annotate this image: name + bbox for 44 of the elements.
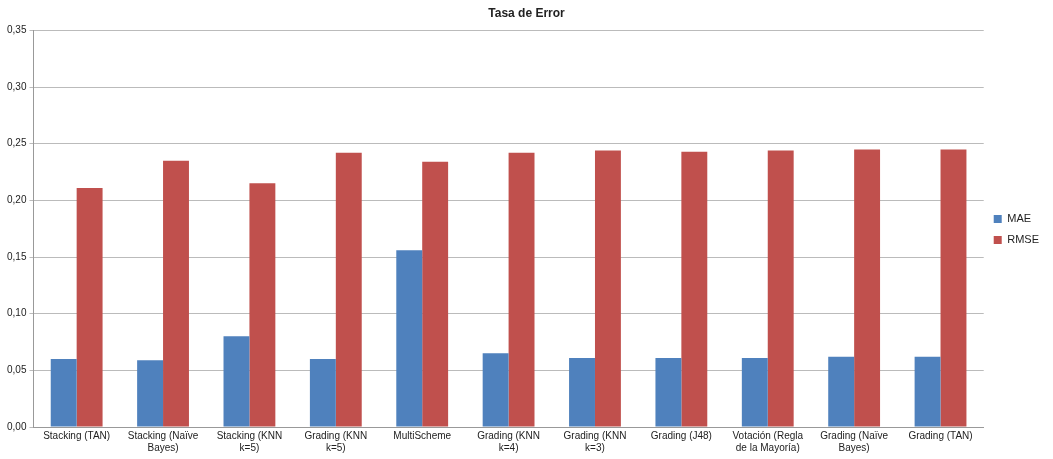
bar <box>655 357 682 427</box>
bar <box>335 152 362 427</box>
x-tick-label: Grading (KNN k=4) <box>477 429 540 453</box>
bar <box>914 356 941 427</box>
bar <box>249 183 276 427</box>
y-tick-label: 0,25 <box>6 137 27 149</box>
x-tick-label: Grading (KNN k=3) <box>563 429 627 453</box>
x-tick-label: Grading (TAN) <box>908 429 973 441</box>
bar <box>940 149 967 427</box>
chart-title: Tasa de Error <box>488 5 566 20</box>
y-tick-label: 0,30 <box>6 80 27 92</box>
x-tick-label: Stacking (KNN k=5) <box>216 429 283 453</box>
legend-label: MAE <box>1007 212 1032 225</box>
bar <box>681 151 708 427</box>
bar <box>741 357 768 427</box>
bar <box>828 356 855 427</box>
bar <box>569 357 595 427</box>
bar <box>163 160 189 427</box>
bar <box>309 359 336 427</box>
bar <box>767 150 794 427</box>
y-tick-label: 0,20 <box>6 194 27 206</box>
y-tick-label: 0,05 <box>6 364 27 376</box>
legend-label: RMSE <box>1007 233 1039 246</box>
x-tick-label: MultiScheme <box>393 429 452 441</box>
bar <box>482 353 509 427</box>
y-tick-label: 0,15 <box>6 250 27 262</box>
x-tick-label: Stacking (TAN) <box>43 429 111 441</box>
y-tick-label: 0,00 <box>6 420 27 432</box>
x-tick-label: Grading (KNN k=5) <box>304 429 368 453</box>
bar <box>50 359 77 427</box>
bar <box>594 150 621 427</box>
x-tick-label: Stacking (Naïve Bayes) <box>127 429 199 453</box>
x-tick-label: Grading (J48) <box>650 429 712 441</box>
bar <box>223 336 250 427</box>
bar <box>396 250 423 427</box>
y-tick-label: 0,35 <box>6 24 27 36</box>
bar <box>508 152 535 427</box>
x-tick-label: Votación (Regla de la Mayoría) <box>732 429 804 453</box>
x-tick-label: Grading (Naïve Bayes) <box>820 429 889 453</box>
bar <box>854 149 881 427</box>
bar <box>137 360 164 427</box>
bar <box>422 161 449 427</box>
y-tick-label: 0,10 <box>6 307 27 319</box>
bar <box>76 187 103 427</box>
